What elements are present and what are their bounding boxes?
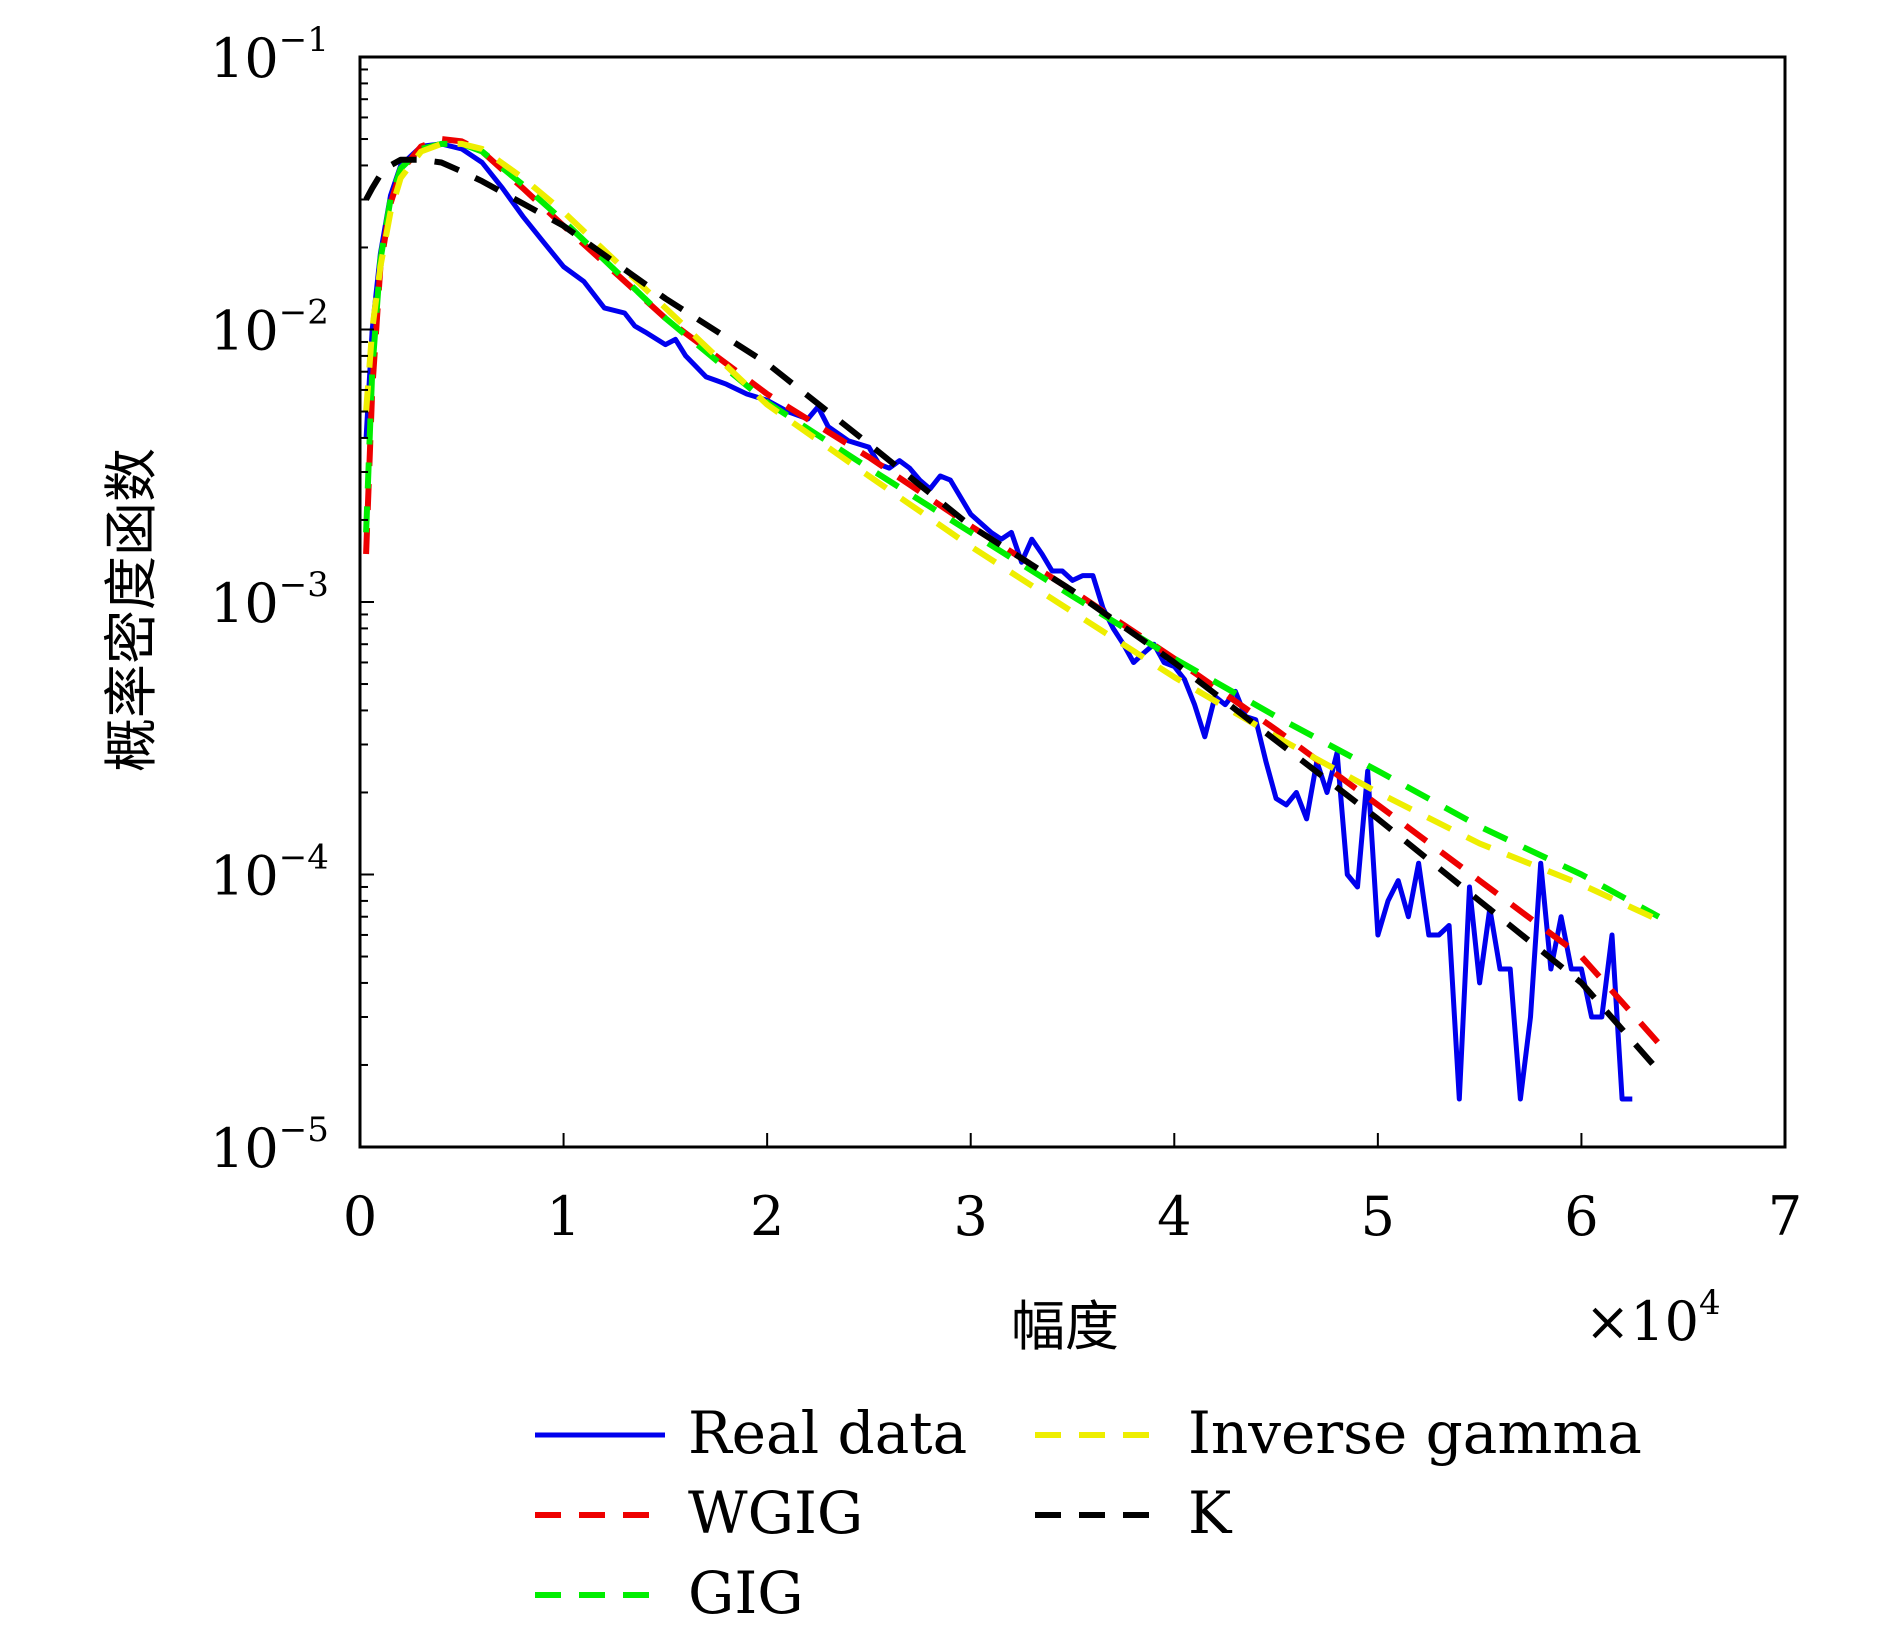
x-multiplier-exponent: 4 [1699,1283,1721,1323]
y-tick-label: 10−1 [210,20,329,90]
y-tick-label: 10−4 [210,838,329,908]
legend-label: Real data [688,1399,967,1467]
x-tick-label: 0 [343,1185,377,1248]
legend-item-gig: GIG [535,1559,804,1627]
legend-item-k: K [1035,1479,1233,1547]
x-tick-label: 7 [1768,1185,1802,1248]
y-tick-label: 10−3 [210,565,329,635]
plot-frame [358,55,1787,1149]
series-line-inverse-gamma [363,140,1661,923]
y-axis-label: 概率密度函数 [100,448,163,772]
series-line-k [363,156,1662,1073]
legend-item-wgig: WGIG [535,1479,863,1547]
legend-item-inverse-gamma: Inverse gamma [1035,1399,1642,1467]
y-tick-labels: 10−1 10−2 10−3 10−4 10−5 [210,20,329,1180]
legend-label: GIG [688,1559,804,1627]
y-tick-label: 10−5 [210,1110,329,1180]
x-multiplier-label: ×104 [1585,1283,1721,1353]
legend-label: WGIG [688,1479,863,1547]
series-line-gig [363,140,1661,920]
x-axis-label: 幅度 [1011,1295,1119,1358]
x-tick-label: 5 [1361,1185,1395,1248]
x-tick-label: 2 [750,1185,784,1248]
x-tick-label: 3 [954,1185,988,1248]
legend-label: Inverse gamma [1188,1399,1642,1467]
legend-item-real-data: Real data [535,1399,967,1467]
series-line-real-data [363,141,1633,1102]
x-tick-label: 4 [1157,1185,1191,1248]
x-tick-label: 6 [1564,1185,1598,1248]
x-tick-labels: 0 1 2 3 4 5 6 7 [343,1185,1802,1248]
series-line-wgig [363,136,1662,1046]
x-multiplier-base: ×10 [1585,1290,1699,1353]
plot-lines [363,136,1662,1102]
legend: Real data Inverse gamma WGIG K GIG [535,1399,1642,1627]
legend-label: K [1188,1479,1233,1547]
y-tick-label: 10−2 [210,293,329,363]
x-tick-label: 1 [546,1185,580,1248]
